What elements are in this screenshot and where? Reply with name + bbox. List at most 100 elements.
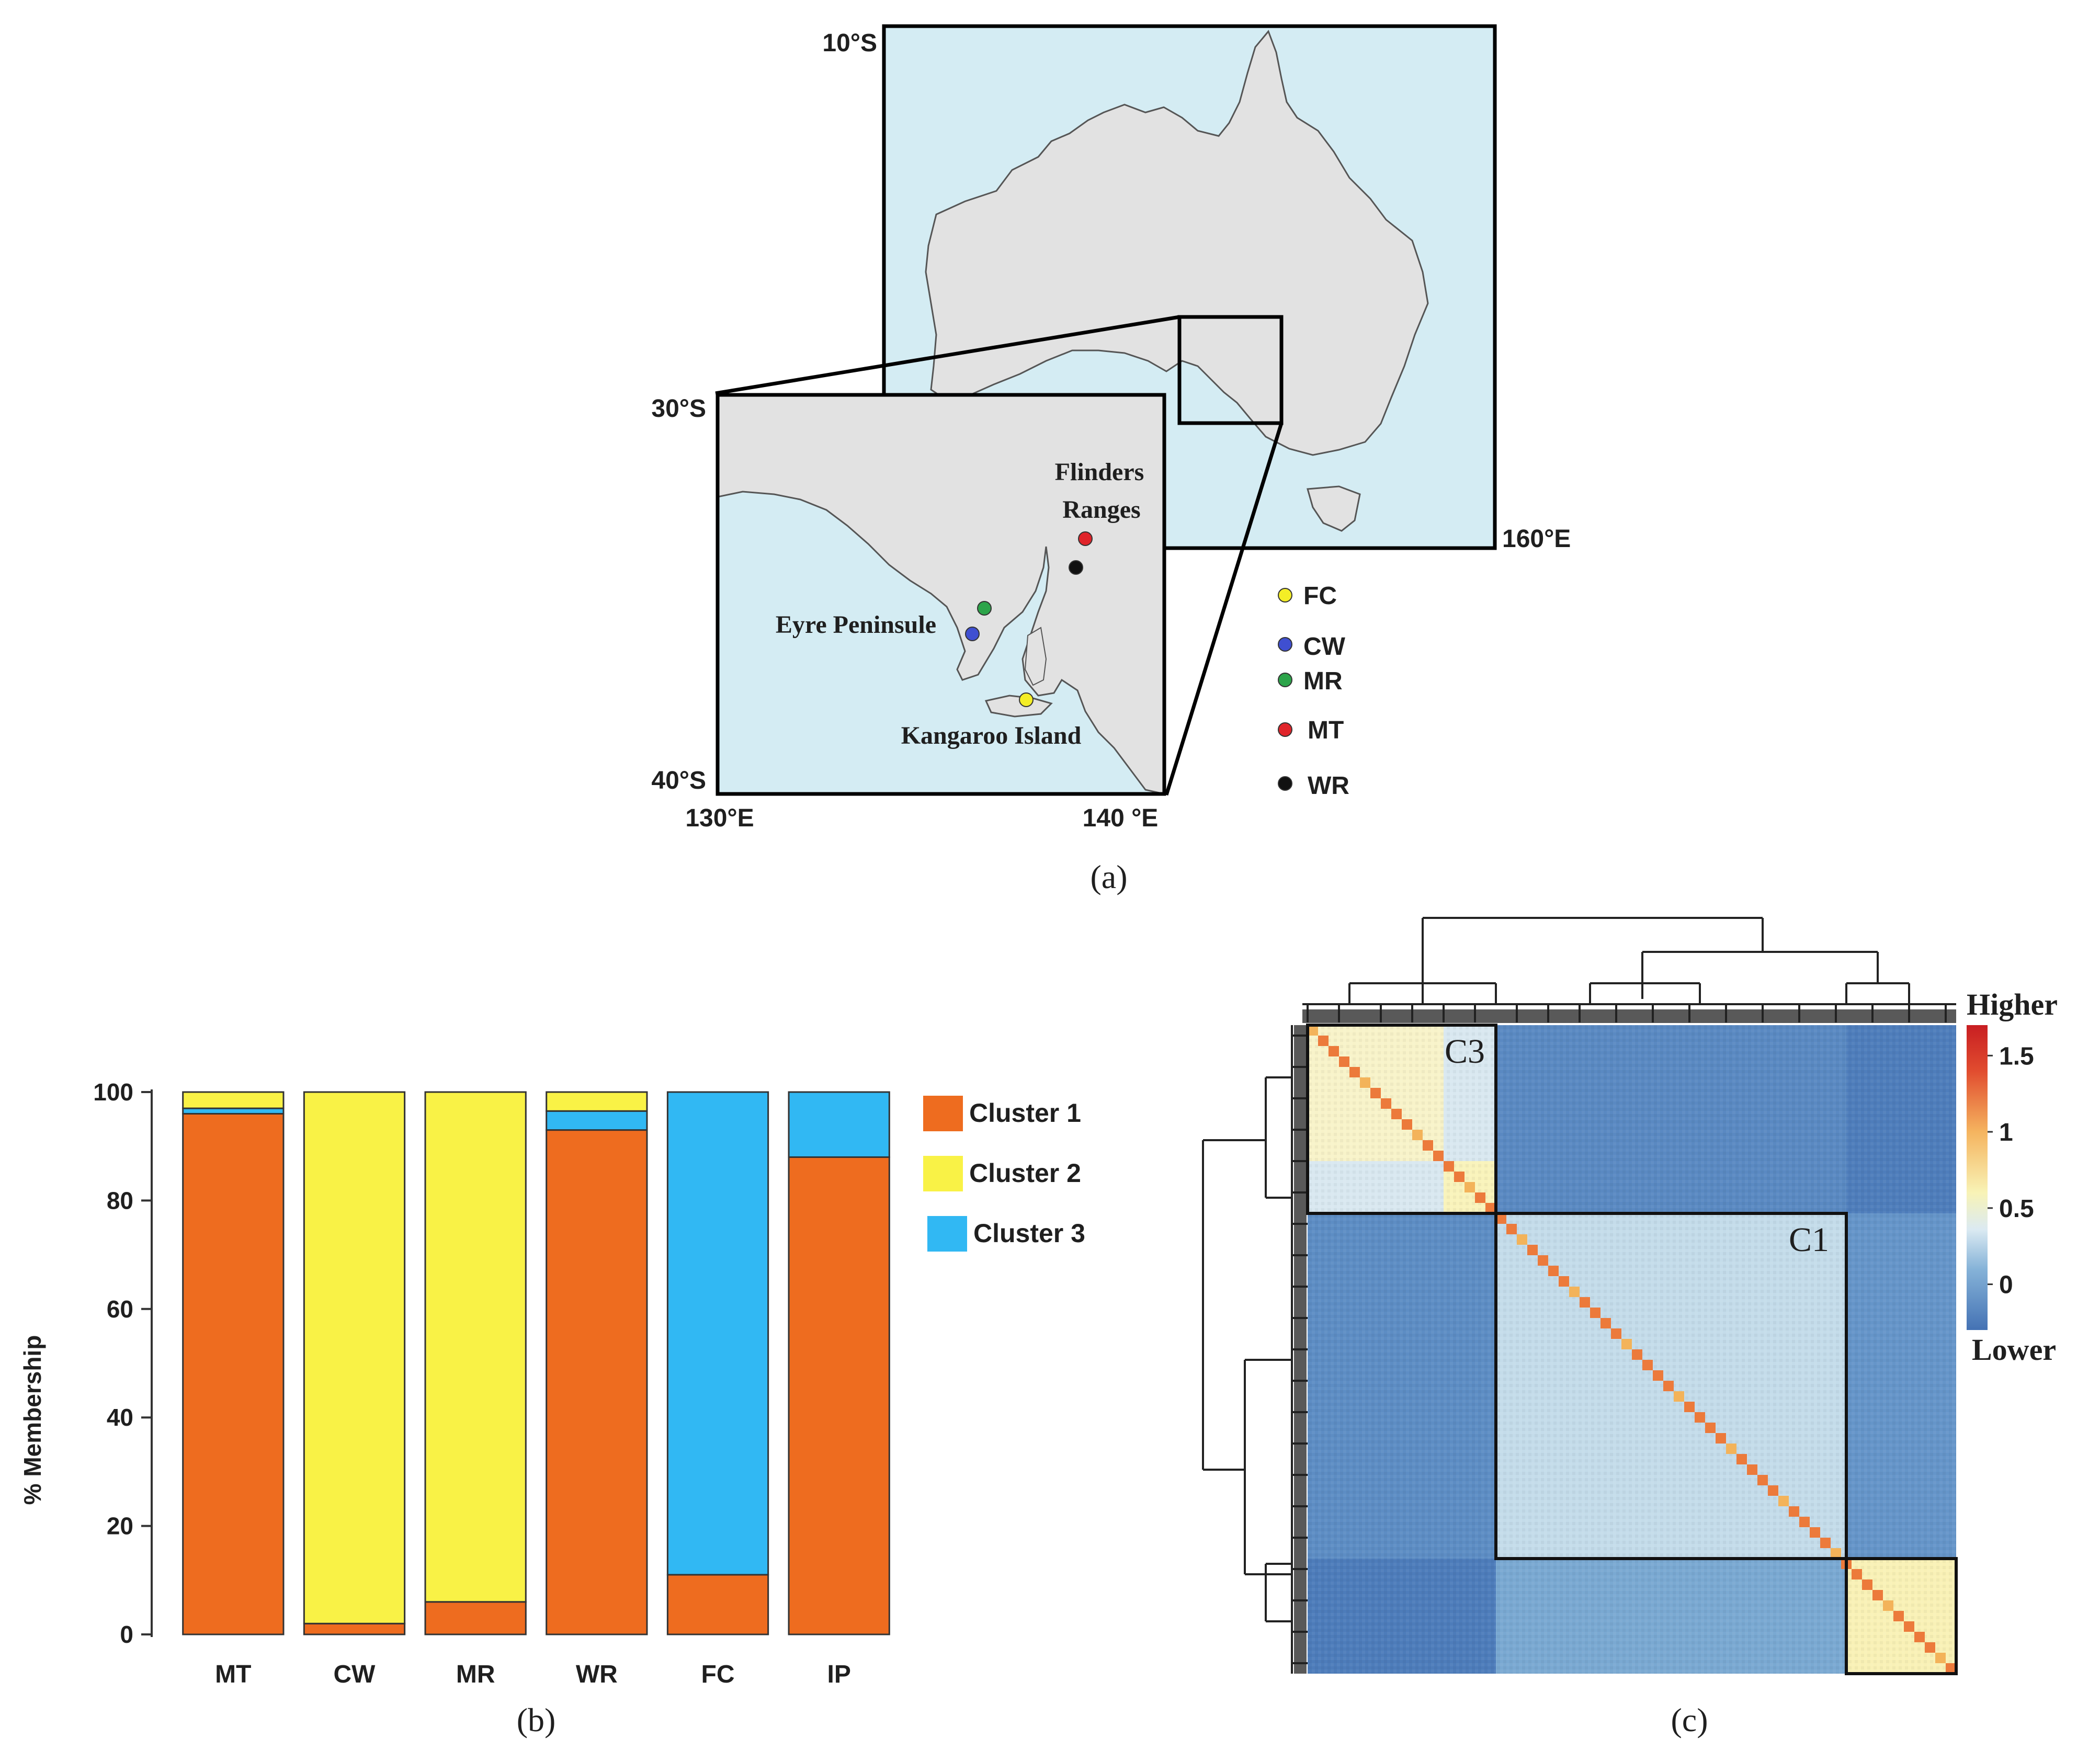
lat-label-30s: 30°S [651,395,706,423]
diagonal-cell [1496,1213,1506,1224]
colorbar-bottom-label: Lower [1972,1333,2056,1367]
legend-marker-fc [1278,588,1292,603]
legend-marker-mt [1278,722,1292,737]
y-tick-label-40: 40 [107,1404,133,1431]
x-tick-label-mt: MT [215,1661,251,1688]
diagonal-cell [1799,1517,1810,1527]
diagonal-cell [1465,1182,1475,1192]
diagonal-cell [1318,1036,1329,1046]
panel-a: Flinders Ranges Eyre Peninsule Kangaroo … [651,24,1571,895]
bar-mr-cluster-2 [424,1091,527,1603]
diagonal-cell [1778,1496,1789,1506]
diagonal-cell [1831,1548,1841,1559]
y-tick-label-100: 100 [93,1078,133,1106]
inset-map: Flinders Ranges Eyre Peninsule Kangaroo … [716,393,1166,796]
legend-entry-wr: WR [1278,772,1349,800]
diagonal-cell [1893,1611,1904,1621]
diagonal-cell [1433,1151,1444,1161]
legend-marker-cw [1278,637,1292,652]
dendrogram-left-leaves [1294,1025,1307,1674]
caption-b: (b) [517,1701,556,1738]
site-marker-wr [1069,560,1083,575]
caption-c: (c) [1671,1701,1708,1738]
diagonal-cell [1914,1632,1925,1642]
diagonal-cell [1736,1454,1747,1464]
x-tick-label-cw: CW [334,1661,376,1688]
legend-swatch-cluster-2 [923,1156,963,1191]
bar-mt-cluster-1 [182,1112,285,1635]
y-tick-label-20: 20 [107,1513,133,1540]
diagonal-cell [1716,1433,1726,1444]
place-label-flinders: Flinders [1055,458,1144,486]
diagonal-cell [1904,1621,1914,1632]
colorbar-tick-label-1: 1 [1999,1119,2013,1146]
legend-label-mr: MR [1303,667,1343,695]
diagonal-cell [1684,1402,1695,1412]
legend-label-wr: WR [1308,772,1349,800]
colorbar: Higher Lower 0 0.5 1 1.5 [1967,987,2058,1367]
legend-label-cluster-3: Cluster 3 [973,1219,1085,1248]
similarity-heatmap: C3 C1 [1306,1024,1958,1675]
south-australia-land [718,395,1164,794]
lat-label-40s: 40°S [651,767,706,794]
diagonal-cell [1883,1600,1893,1611]
y-tick-label-60: 60 [107,1296,133,1323]
colorbar-ticks: 0 0.5 1 1.5 [1988,1042,2034,1299]
heatmap-diagonal [1308,1025,1956,1674]
zoom-line-bottom [1164,422,1284,796]
diagonal-cell [1935,1653,1946,1663]
diagonal-cell [1370,1088,1381,1098]
cluster-box-c2 [1845,1557,1958,1675]
x-tick-label-ip: IP [827,1661,850,1688]
colorbar-tick-label-0-5: 0.5 [1999,1195,2034,1223]
caption-a: (a) [1090,858,1127,895]
yorke-peninsula [1024,627,1047,686]
legend-label-cw: CW [1303,633,1346,661]
x-tick-label-mr: MR [456,1661,495,1688]
diagonal-cell [1454,1172,1465,1182]
diagonal-cell [1726,1444,1736,1454]
site-legend: FC CW MR MT WR [1278,582,1349,800]
diagonal-cell [1872,1590,1883,1600]
legend-marker-wr [1278,776,1292,791]
lon-label-130e: 130°E [685,804,754,832]
diagonal-cell [1548,1266,1559,1276]
bar-wr-cluster-2 [546,1091,648,1112]
diagonal-cell [1862,1579,1872,1590]
tasmania [1307,485,1361,532]
diagonal-cell [1580,1297,1590,1308]
legend-label-cluster-1: Cluster 1 [969,1098,1081,1128]
bar-mt-cluster-3 [182,1107,285,1115]
diagonal-cell [1747,1464,1757,1475]
kangaroo-island-shape [984,695,1053,718]
diagonal-cell [1590,1308,1600,1318]
diagonal-cell [1381,1098,1391,1109]
y-axis-title: % Membership [19,1335,46,1505]
place-label-kangaroo-island: Kangaroo Island [901,722,1082,749]
bar-cw-cluster-1 [303,1622,406,1635]
diagonal-cell [1663,1381,1674,1391]
cluster-label-c3: C3 [1445,1032,1485,1071]
diagonal-cell [1820,1538,1831,1548]
colorbar-top-label: Higher [1967,987,2058,1021]
inset-region-box [1177,315,1284,425]
site-marker-mr [977,601,992,616]
diagonal-cell [1632,1349,1642,1360]
diagonal-cell [1527,1245,1538,1255]
diagonal-cell [1349,1067,1360,1077]
y-tick-label-80: 80 [107,1187,133,1214]
panel-c: C3 C1 Higher Lower 0 0.5 1 1.5 (c) [1202,917,2058,1738]
diagonal-cell [1538,1255,1548,1266]
diagonal-cell [1517,1234,1527,1245]
cluster-label-c1: C1 [1789,1221,1829,1259]
place-label-eyre-peninsule: Eyre Peninsule [776,611,936,639]
cluster-box-c3 [1306,1024,1497,1215]
bar-mt-cluster-2 [182,1091,285,1109]
diagonal-cell [1925,1642,1935,1653]
legend-entry-mr: MR [1278,667,1343,695]
colorbar-tick-label-1-5: 1.5 [1999,1042,2034,1070]
place-label-ranges: Ranges [1062,496,1140,524]
cluster-legend: Cluster 1 Cluster 2 Cluster 3 [923,1096,1085,1252]
diagonal-cell [1653,1370,1663,1381]
